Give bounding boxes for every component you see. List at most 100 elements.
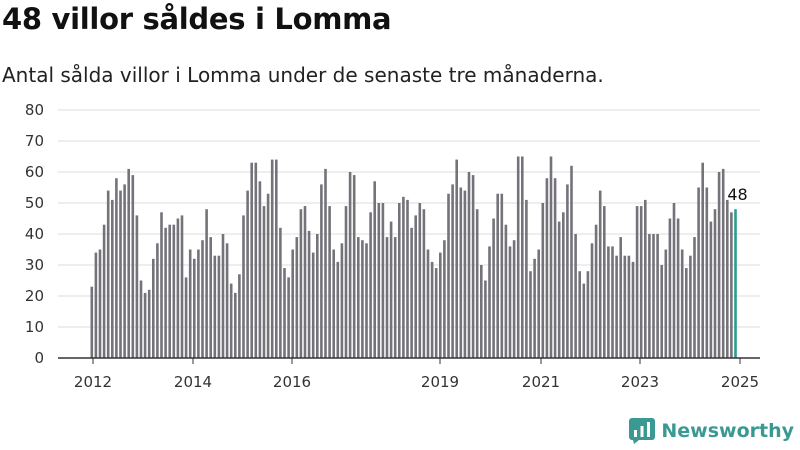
- bar: [164, 227, 167, 358]
- bar: [615, 255, 618, 358]
- bar: [644, 199, 647, 358]
- bar: [701, 162, 704, 358]
- bar: [693, 237, 696, 358]
- bar: [705, 187, 709, 358]
- bar: [111, 199, 114, 358]
- bar: [623, 255, 627, 358]
- bar: [188, 249, 192, 358]
- bar: [389, 221, 393, 358]
- bar: [234, 292, 237, 358]
- bar: [123, 184, 126, 358]
- bar: [631, 261, 635, 358]
- bar: [275, 159, 278, 358]
- bar: [287, 277, 290, 358]
- bar: [574, 234, 577, 358]
- bar: [504, 224, 508, 358]
- bar: [627, 255, 631, 358]
- brand-logo: Newsworthy: [629, 418, 794, 444]
- bar: [529, 271, 532, 358]
- bar: [697, 187, 700, 358]
- bar: [459, 187, 463, 358]
- bar: [463, 190, 467, 358]
- bar: [168, 224, 171, 358]
- bar: [393, 237, 397, 358]
- bar: [709, 221, 713, 358]
- bar: [467, 172, 471, 358]
- bar: [726, 199, 729, 358]
- bar: [344, 206, 348, 358]
- bar: [262, 206, 266, 358]
- bar: [549, 156, 553, 358]
- bar: [578, 271, 581, 358]
- bar: [336, 261, 340, 358]
- bar: [516, 156, 520, 358]
- bar: [352, 175, 356, 358]
- bar: [676, 218, 680, 358]
- bar: [143, 292, 147, 358]
- bar: [426, 249, 430, 358]
- bar: [439, 252, 442, 358]
- bar: [119, 190, 122, 358]
- bar: [717, 172, 721, 358]
- bar: [295, 237, 299, 358]
- bar: [533, 258, 536, 358]
- bar: [488, 246, 491, 358]
- bar: [303, 206, 307, 358]
- bar: [160, 212, 163, 358]
- bar: [225, 243, 229, 358]
- y-tick-label: 30: [25, 256, 44, 274]
- bar: [332, 249, 335, 358]
- bar: [447, 193, 450, 358]
- bar: [229, 283, 233, 358]
- bar-latest: [734, 209, 737, 358]
- bar: [361, 240, 364, 358]
- bar: [373, 181, 376, 358]
- bar: [668, 218, 672, 358]
- bar: [590, 243, 594, 358]
- bar: [381, 203, 385, 358]
- bar: [246, 190, 249, 358]
- y-tick-label: 70: [25, 132, 44, 150]
- bar: [348, 172, 352, 358]
- bar: [102, 224, 106, 358]
- y-tick-label: 20: [25, 287, 44, 305]
- bar: [311, 252, 315, 358]
- y-tick-label: 0: [34, 349, 44, 367]
- bar: [492, 218, 495, 358]
- bar: [98, 249, 102, 358]
- bar: [217, 255, 221, 358]
- bar: [639, 206, 643, 358]
- bar: [664, 249, 668, 358]
- bar: [279, 227, 282, 358]
- bar: [172, 224, 176, 358]
- bar: [176, 218, 180, 358]
- y-tick-label: 50: [25, 194, 44, 212]
- bar: [127, 168, 130, 358]
- bar: [434, 268, 438, 358]
- bar: [385, 237, 389, 358]
- bar: [635, 206, 639, 358]
- bar: [250, 162, 253, 358]
- y-tick-label: 80: [25, 101, 44, 119]
- bar: [156, 243, 159, 358]
- bar: [598, 190, 602, 358]
- bar: [582, 283, 586, 358]
- y-tick-label: 10: [25, 318, 44, 336]
- y-tick-label: 40: [25, 225, 44, 243]
- bar: [307, 230, 311, 358]
- chart-title: 48 villor såldes i Lomma: [2, 2, 392, 36]
- bar: [106, 190, 110, 358]
- bar: [480, 265, 483, 358]
- bar: [398, 203, 401, 358]
- bar: [566, 184, 569, 358]
- bar: [570, 165, 573, 358]
- bar: [283, 268, 286, 358]
- bar: [475, 209, 479, 358]
- bar: [184, 277, 188, 358]
- bar: [147, 289, 151, 358]
- bar: [680, 249, 684, 358]
- bar: [180, 215, 184, 358]
- brand-name: Newsworthy: [661, 420, 794, 442]
- bar: [500, 193, 504, 358]
